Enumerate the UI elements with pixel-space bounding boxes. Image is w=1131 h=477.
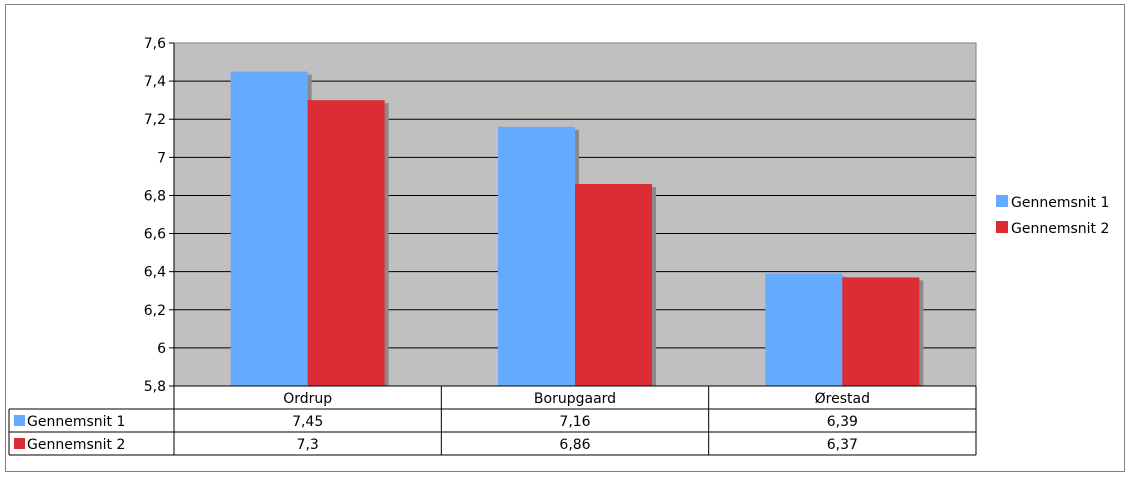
data-label: 7,45 — [292, 414, 323, 430]
y-tick-label: 6,6 — [144, 227, 166, 243]
category-label: Borupgaard — [534, 391, 616, 407]
y-tick-label: 5,8 — [144, 379, 166, 395]
legend-key — [996, 221, 1008, 233]
y-tick-label: 7,6 — [144, 36, 166, 52]
data-label: 6,39 — [827, 414, 858, 430]
bar — [307, 100, 385, 387]
legend-label: Gennemsnit 1 — [1011, 195, 1109, 211]
y-tick-label: 7,4 — [144, 74, 166, 90]
data-label: 6,37 — [827, 437, 858, 453]
y-tick-label: 7 — [157, 150, 166, 166]
legend-label: Gennemsnit 2 — [1011, 221, 1109, 237]
bar — [498, 126, 575, 386]
bar — [230, 71, 308, 386]
data-label: 7,16 — [559, 414, 590, 430]
legend-key — [996, 195, 1008, 207]
category-label: Ørestad — [815, 391, 870, 407]
y-tick-label: 6,8 — [144, 188, 166, 204]
data-label: 6,86 — [559, 437, 590, 453]
data-label: 7,3 — [297, 437, 319, 453]
table-legend-key — [14, 438, 25, 449]
table-series-label: Gennemsnit 2 — [27, 437, 125, 453]
bar — [575, 184, 652, 386]
bar — [765, 273, 843, 386]
table-series-label: Gennemsnit 1 — [27, 414, 125, 430]
y-tick-label: 6,4 — [144, 265, 166, 281]
y-tick-label: 6,2 — [144, 303, 166, 319]
table-legend-key — [14, 415, 25, 426]
y-tick-label: 6 — [157, 341, 166, 357]
y-tick-label: 7,2 — [144, 112, 166, 128]
bar — [842, 277, 920, 386]
category-label: Ordrup — [283, 391, 332, 407]
